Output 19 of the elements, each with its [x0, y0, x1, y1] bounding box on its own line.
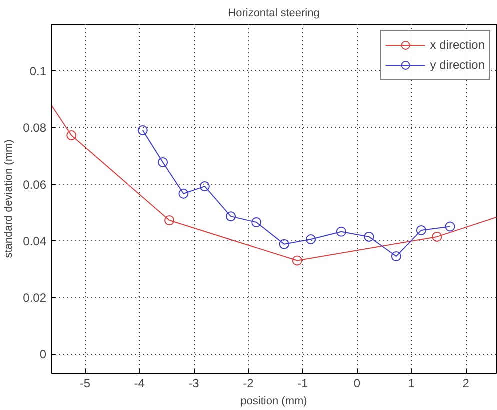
x-axis-title: position (mm) [240, 396, 308, 408]
x-tick-label: -3 [188, 376, 200, 390]
x-tick-label: 2 [462, 376, 470, 390]
legend-label: y direction [430, 58, 485, 72]
y-tick-label: 0.1 [30, 64, 47, 78]
x-tick-label: 0 [354, 376, 361, 390]
x-tick-label: 1 [408, 376, 416, 390]
x-tick-label: -2 [243, 376, 254, 390]
y-tick-label: 0.02 [23, 291, 47, 306]
legend-label: x direction [430, 38, 485, 52]
y-axis-title: standard deviation (mm) [3, 140, 16, 258]
y-tick-label: 0.08 [23, 121, 47, 136]
chart-title: Horizontal steering [228, 8, 320, 20]
x-tick-label: -5 [80, 376, 91, 390]
y-tick-label: 0 [40, 348, 47, 362]
y-tick-label: 0.04 [23, 234, 47, 248]
x-tick-label: -1 [298, 376, 308, 390]
y-tick-label: 0.06 [23, 178, 47, 192]
x-tick-label: -4 [134, 376, 146, 390]
